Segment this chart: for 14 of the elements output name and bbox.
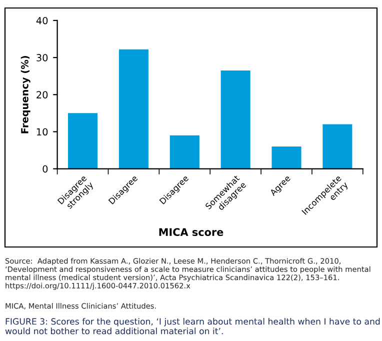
y-tick-label: 10 xyxy=(36,128,48,136)
y-tick-label: 30 xyxy=(36,54,48,62)
caption: FIGURE 3: Scores for the question, ‘I just learn about mental health when I have to and would not bother to read additional material on it’. xyxy=(5,318,380,334)
y-tick-label: 40 xyxy=(36,16,48,24)
y-tick-label: 0 xyxy=(42,165,48,173)
y-tick-label: 20 xyxy=(36,91,48,98)
bar xyxy=(170,135,200,169)
bar xyxy=(322,124,352,169)
bar xyxy=(68,113,98,169)
bar xyxy=(220,70,250,169)
x-axis-title: MICA score xyxy=(159,228,224,236)
bar xyxy=(272,146,302,169)
bar xyxy=(118,49,148,169)
y-axis-title: Frequency (%) xyxy=(20,56,30,134)
